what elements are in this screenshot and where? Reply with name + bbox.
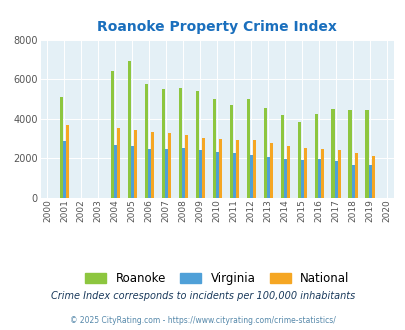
Bar bbox=[63, 141, 66, 198]
Bar bbox=[269, 143, 272, 198]
Bar bbox=[286, 146, 289, 198]
Bar bbox=[164, 148, 167, 198]
Bar bbox=[195, 91, 198, 198]
Bar bbox=[128, 61, 130, 198]
Bar bbox=[334, 161, 337, 198]
Bar bbox=[215, 152, 218, 198]
Bar bbox=[117, 128, 119, 198]
Bar bbox=[354, 153, 357, 198]
Bar bbox=[280, 115, 283, 198]
Bar bbox=[144, 84, 147, 198]
Bar bbox=[66, 125, 69, 198]
Bar bbox=[371, 156, 374, 198]
Bar bbox=[300, 160, 303, 198]
Text: © 2025 CityRating.com - https://www.cityrating.com/crime-statistics/: © 2025 CityRating.com - https://www.city… bbox=[70, 316, 335, 325]
Bar bbox=[60, 97, 63, 198]
Bar bbox=[184, 135, 188, 198]
Bar bbox=[266, 157, 269, 198]
Bar bbox=[181, 148, 184, 198]
Bar bbox=[347, 110, 351, 198]
Bar bbox=[167, 133, 171, 198]
Bar bbox=[147, 148, 150, 198]
Bar bbox=[161, 89, 164, 198]
Bar bbox=[330, 109, 334, 198]
Bar bbox=[303, 148, 306, 198]
Bar bbox=[198, 150, 201, 198]
Bar bbox=[337, 150, 340, 198]
Bar bbox=[178, 88, 181, 198]
Title: Roanoke Property Crime Index: Roanoke Property Crime Index bbox=[97, 20, 336, 34]
Bar bbox=[232, 153, 235, 198]
Bar bbox=[351, 165, 354, 198]
Bar bbox=[314, 114, 317, 198]
Bar bbox=[113, 145, 117, 198]
Bar bbox=[249, 155, 252, 198]
Bar bbox=[212, 99, 215, 198]
Bar bbox=[246, 99, 249, 198]
Bar bbox=[283, 159, 286, 198]
Bar bbox=[297, 122, 300, 198]
Bar bbox=[111, 71, 113, 198]
Legend: Roanoke, Virginia, National: Roanoke, Virginia, National bbox=[80, 267, 354, 290]
Bar bbox=[317, 159, 320, 198]
Bar bbox=[364, 110, 368, 198]
Bar bbox=[263, 108, 266, 198]
Bar bbox=[252, 140, 255, 198]
Bar bbox=[229, 105, 232, 198]
Bar bbox=[201, 138, 204, 198]
Bar bbox=[368, 165, 371, 198]
Bar bbox=[218, 139, 221, 198]
Text: Crime Index corresponds to incidents per 100,000 inhabitants: Crime Index corresponds to incidents per… bbox=[51, 291, 354, 301]
Bar bbox=[235, 140, 238, 198]
Bar bbox=[320, 149, 323, 198]
Bar bbox=[134, 130, 136, 198]
Bar bbox=[130, 146, 134, 198]
Bar bbox=[150, 132, 153, 198]
